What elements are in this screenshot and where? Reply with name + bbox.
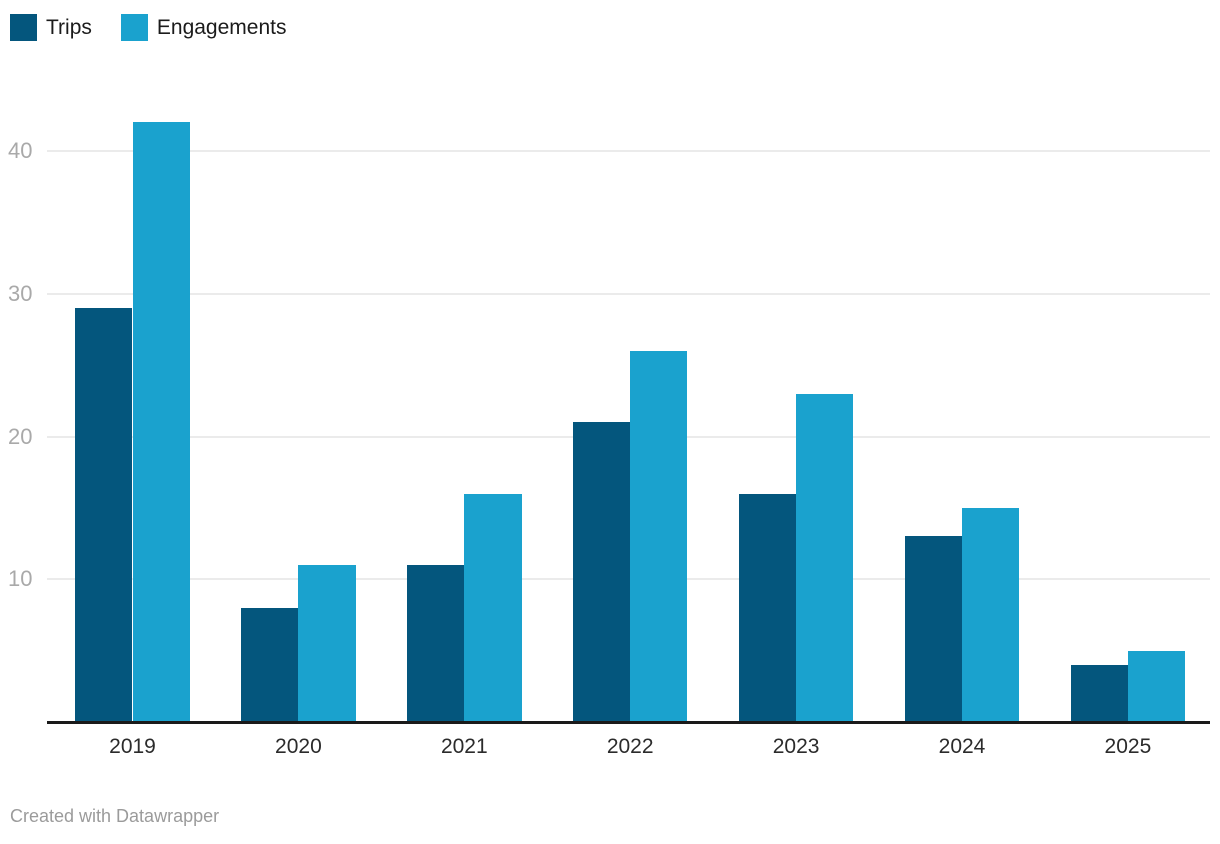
bar-engagements-2025[interactable] [1127, 650, 1186, 722]
bar-engagements-2021[interactable] [464, 493, 522, 722]
datawrapper-credit-link[interactable]: Created with Datawrapper [10, 806, 220, 826]
legend-label-engagements: Engagements [156, 16, 287, 39]
legend-label-trips: Trips [46, 16, 92, 39]
bar-trips-2022[interactable] [572, 422, 631, 722]
legend-item-trips: Trips [10, 14, 92, 41]
x-tick-label-2021: 2021 [440, 735, 488, 758]
bar-engagements-2024[interactable] [962, 507, 1020, 722]
x-tick-label-2025: 2025 [1104, 735, 1152, 758]
bar-engagements-2020[interactable] [298, 565, 356, 722]
bar-engagements-2019[interactable] [132, 122, 190, 722]
x-tick-label-2020: 2020 [275, 735, 322, 758]
bar-trips-2021[interactable] [407, 565, 465, 722]
bar-trips-2023[interactable] [738, 493, 797, 722]
legend: Trips Engagements [10, 14, 286, 41]
x-tick-label-2024: 2024 [938, 735, 986, 758]
legend-swatch-engagements [120, 14, 148, 41]
y-tick-label-20: 20 [8, 423, 33, 449]
bar-trips-2024[interactable] [904, 536, 962, 722]
legend-item-engagements: Engagements [120, 14, 287, 41]
x-axis-baseline [47, 721, 1210, 724]
x-tick-label-2019: 2019 [109, 735, 156, 758]
bar-trips-2019[interactable] [75, 308, 133, 722]
bar-trips-2025[interactable] [1070, 664, 1128, 722]
y-tick-label-40: 40 [8, 138, 33, 163]
x-tick-label-2022: 2022 [606, 735, 654, 758]
x-tick-label-2023: 2023 [772, 735, 820, 758]
y-tick-label-30: 30 [8, 280, 33, 306]
y-tick-label-10: 10 [8, 566, 33, 592]
legend-swatch-trips [10, 14, 37, 41]
bar-engagements-2022[interactable] [630, 350, 688, 722]
bar-engagements-2023[interactable] [796, 393, 854, 722]
bar-trips-2020[interactable] [241, 607, 299, 722]
gridline-40 [47, 150, 1210, 152]
gridline-30 [47, 292, 1210, 295]
